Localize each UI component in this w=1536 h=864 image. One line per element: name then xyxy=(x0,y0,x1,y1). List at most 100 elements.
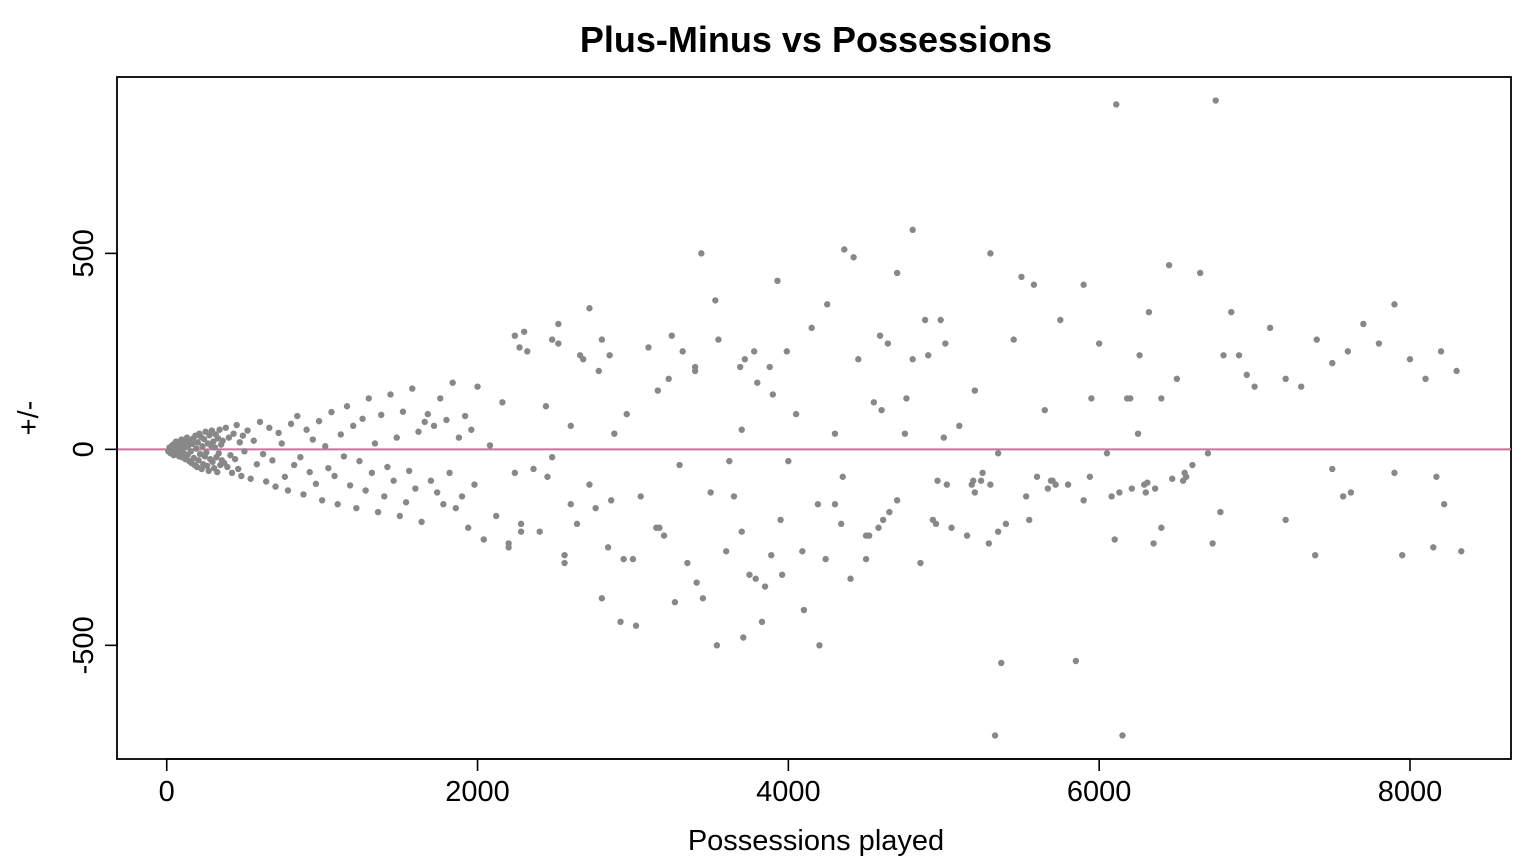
data-point xyxy=(480,536,487,543)
data-point xyxy=(492,512,500,520)
data-point xyxy=(325,464,332,472)
data-point xyxy=(1228,308,1235,316)
data-point xyxy=(777,516,784,524)
data-point xyxy=(371,440,379,447)
data-point xyxy=(443,416,450,424)
data-point xyxy=(1266,324,1274,332)
data-point xyxy=(774,277,781,285)
data-point xyxy=(1433,473,1440,480)
data-point xyxy=(405,467,413,475)
data-point xyxy=(343,403,351,410)
data-point xyxy=(567,422,574,430)
data-point xyxy=(362,487,369,494)
data-point xyxy=(870,399,878,406)
data-point xyxy=(1204,450,1212,457)
data-point xyxy=(1158,395,1165,402)
data-point xyxy=(783,348,791,355)
data-point xyxy=(275,429,282,437)
data-point xyxy=(205,467,212,475)
data-point xyxy=(427,477,435,484)
data-point xyxy=(269,457,276,464)
data-point xyxy=(461,412,469,420)
data-point xyxy=(350,422,357,430)
data-point xyxy=(656,524,663,531)
data-point xyxy=(1182,473,1190,480)
data-point xyxy=(409,385,416,392)
data-point xyxy=(1360,320,1367,328)
data-point xyxy=(548,453,556,461)
data-point xyxy=(337,431,344,438)
data-point xyxy=(1440,501,1448,508)
data-point xyxy=(241,448,248,455)
data-point xyxy=(768,551,775,559)
data-point xyxy=(548,336,556,343)
data-point xyxy=(886,508,893,516)
data-point xyxy=(925,352,932,359)
data-point xyxy=(278,440,285,447)
data-point xyxy=(253,461,261,468)
data-point xyxy=(606,352,613,359)
data-point xyxy=(1339,493,1347,500)
data-point xyxy=(948,524,955,531)
data-point xyxy=(446,469,453,477)
data-point xyxy=(875,524,882,531)
data-point xyxy=(418,518,425,526)
data-point xyxy=(424,410,432,418)
data-point xyxy=(637,493,644,500)
data-point xyxy=(1399,551,1406,559)
data-point xyxy=(934,477,941,484)
data-point xyxy=(822,555,829,563)
data-point xyxy=(671,599,679,606)
data-point xyxy=(1212,97,1219,104)
data-point xyxy=(231,455,239,463)
data-point xyxy=(290,461,298,469)
data-point xyxy=(215,450,222,457)
data-point xyxy=(322,443,329,450)
data-point xyxy=(604,544,612,551)
data-point xyxy=(236,439,243,446)
data-point xyxy=(878,406,885,414)
data-point xyxy=(1220,352,1227,359)
data-point xyxy=(210,438,217,445)
data-point xyxy=(595,367,602,375)
x-axis-label: Possessions played xyxy=(688,825,944,857)
data-point xyxy=(200,435,208,443)
x-axis: 0 2000 4000 6000 8000 xyxy=(159,758,1442,808)
data-point xyxy=(862,555,870,563)
data-point xyxy=(816,642,823,649)
data-point xyxy=(1243,371,1251,379)
data-point xyxy=(893,497,901,504)
data-point xyxy=(1313,336,1320,343)
data-point xyxy=(929,516,937,524)
y-tick-label: -500 xyxy=(68,616,100,674)
data-point xyxy=(1329,359,1336,367)
data-point xyxy=(698,250,705,257)
data-point xyxy=(987,250,994,257)
data-point xyxy=(707,489,714,496)
data-point xyxy=(1052,481,1059,488)
data-point xyxy=(287,420,295,428)
data-point xyxy=(917,559,924,567)
x-tick-label: 2000 xyxy=(445,776,510,808)
data-point xyxy=(839,473,846,480)
data-point xyxy=(465,524,472,531)
data-point xyxy=(730,493,738,500)
data-point xyxy=(715,336,722,343)
data-point xyxy=(216,426,223,433)
data-point xyxy=(449,379,456,386)
data-point xyxy=(511,332,519,339)
data-point xyxy=(1298,383,1305,390)
data-point xyxy=(374,508,382,516)
data-point xyxy=(561,551,568,559)
data-point xyxy=(1282,375,1289,383)
data-point xyxy=(530,465,537,473)
data-point xyxy=(1347,489,1355,496)
data-point xyxy=(346,482,354,489)
data-point xyxy=(769,391,777,398)
data-point xyxy=(1235,352,1243,359)
data-point xyxy=(187,448,195,455)
data-point xyxy=(353,504,360,512)
data-point xyxy=(617,618,624,626)
data-point xyxy=(1111,536,1118,543)
data-point xyxy=(222,424,229,431)
